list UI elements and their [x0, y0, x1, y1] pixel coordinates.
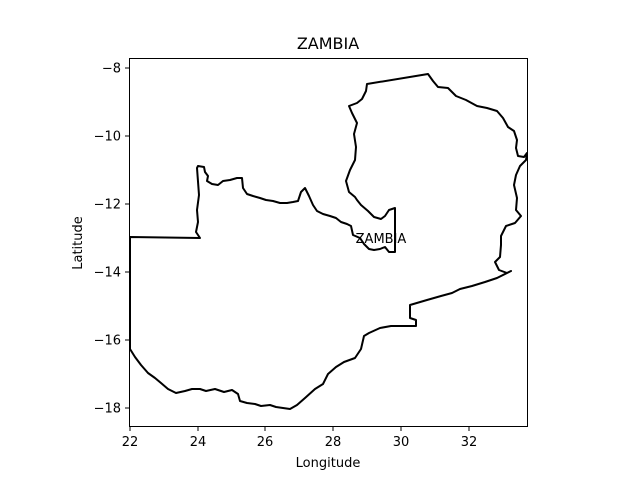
- y-tick-label: −14: [94, 266, 121, 281]
- x-tick-label: 24: [190, 435, 207, 450]
- map-title: ZAMBIA: [297, 34, 359, 53]
- x-tick-label: 22: [122, 435, 139, 450]
- y-axis-title: Latitude: [71, 216, 86, 270]
- y-tick-label: −8: [102, 62, 121, 77]
- region-label: ZAMBIA: [356, 232, 407, 247]
- x-axis-title: Longitude: [296, 456, 361, 471]
- country-border: [129, 73, 528, 410]
- y-tick-label: −16: [94, 334, 121, 349]
- plot-frame: [129, 58, 528, 427]
- y-tick-label: −10: [94, 130, 121, 145]
- x-tick-label: 30: [393, 435, 410, 450]
- x-tick-label: 26: [257, 435, 274, 450]
- x-tick-label: 32: [461, 435, 478, 450]
- y-axis: −8 −10 −12 −14 −16 −18 Latitude: [71, 62, 130, 417]
- y-tick-label: −12: [94, 198, 121, 213]
- x-tick-label: 28: [325, 435, 342, 450]
- y-tick-label: −18: [94, 402, 121, 417]
- x-axis: 22 24 26 28 30 32 Longitude: [122, 426, 478, 471]
